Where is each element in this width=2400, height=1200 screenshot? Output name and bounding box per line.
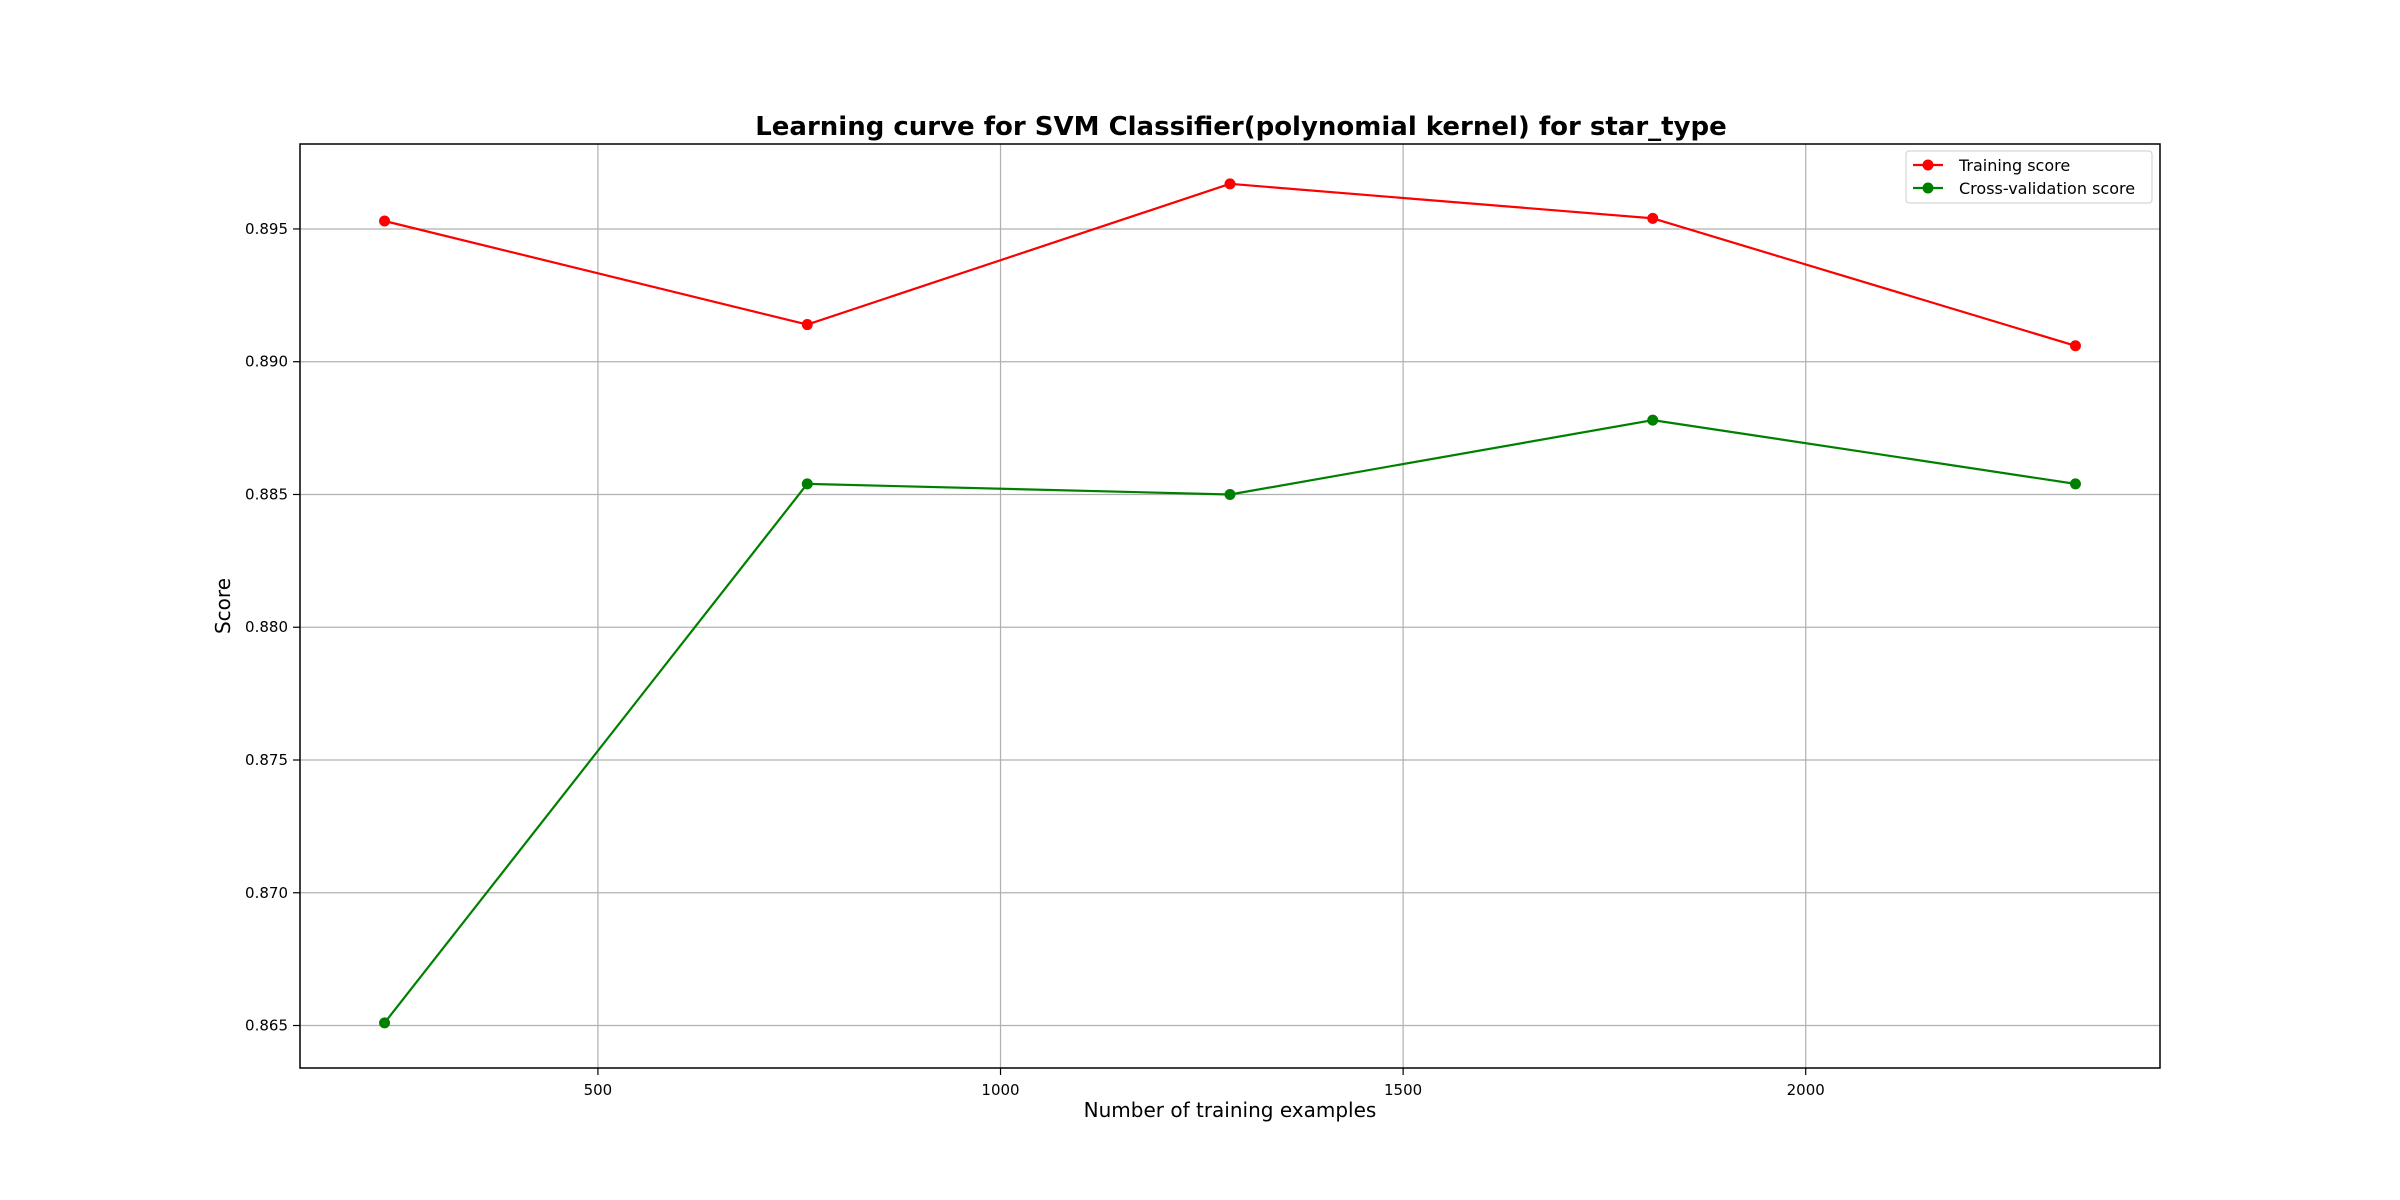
x-tick-label: 1500: [1384, 1081, 1422, 1099]
cross-validation-score-legend-marker: [1922, 182, 1934, 194]
training-score-point: [1647, 212, 1659, 224]
x-axis-ticks: 500 1000 1500 2000: [584, 1068, 1825, 1099]
y-tick-label: 0.865: [245, 1017, 288, 1035]
training-score-point: [379, 215, 391, 227]
cross-validation-score-point: [801, 478, 813, 490]
cross-validation-score-legend-label: Cross-validation score: [1959, 179, 2135, 198]
training-score-point: [1224, 178, 1236, 190]
cross-validation-score-point: [2069, 478, 2081, 490]
training-score-point: [2069, 340, 2081, 352]
y-tick-label: 0.895: [245, 220, 288, 238]
y-axis-ticks: 0.865 0.870 0.875 0.880 0.885 0.890 0.895: [245, 220, 300, 1035]
plot-frame: [299, 143, 2161, 1069]
y-tick-label: 0.890: [245, 353, 288, 371]
cross-validation-score-point: [1647, 414, 1659, 426]
cross-validation-score-point: [379, 1017, 391, 1029]
training-score-legend-marker: [1922, 159, 1934, 171]
x-tick-label: 1000: [981, 1081, 1019, 1099]
training-score-point: [801, 319, 813, 331]
y-axis-title: Score: [211, 578, 235, 634]
training-score-legend-label: Training score: [1958, 156, 2070, 175]
cross-validation-score-point: [1224, 488, 1236, 500]
y-tick-label: 0.870: [245, 884, 288, 902]
y-tick-label: 0.880: [245, 618, 288, 636]
legend-box: [1905, 150, 2153, 204]
legend: Training score Cross-validation score: [1905, 150, 2153, 204]
grid-lines: [300, 144, 2160, 1068]
x-axis-title: Number of training examples: [1084, 1098, 1377, 1122]
x-tick-label: 2000: [1787, 1081, 1825, 1099]
x-tick-label: 500: [584, 1081, 613, 1099]
chart-title: Learning curve for SVM Classifier(polyno…: [755, 112, 1727, 142]
y-tick-label: 0.885: [245, 485, 288, 503]
series-layer: [379, 178, 2081, 1029]
plot-area: [300, 144, 2160, 1068]
y-tick-label: 0.875: [245, 751, 288, 769]
